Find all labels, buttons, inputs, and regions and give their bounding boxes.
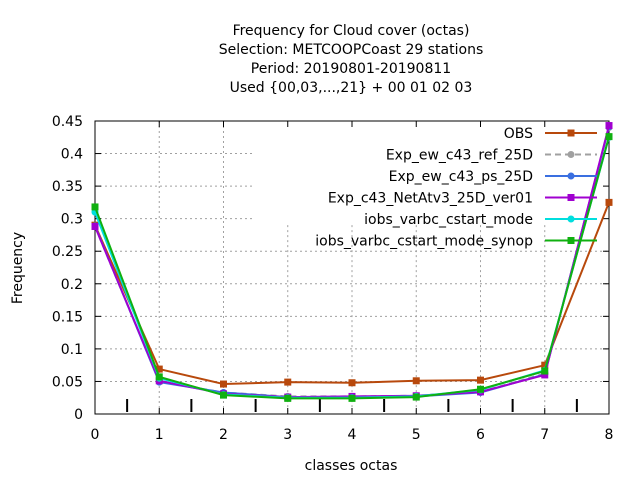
- data-point: [412, 393, 420, 401]
- data-point: [477, 385, 484, 393]
- legend-entry-label: Exp_c43_NetAtv3_25D_ver01: [328, 191, 533, 207]
- y-tick-label: 0.1: [61, 342, 83, 358]
- title-line-3: Used {00,03,...,21} + 00 01 02 03: [230, 80, 473, 96]
- data-point: [348, 379, 356, 387]
- y-tick-label: 0: [74, 407, 83, 423]
- y-tick-label: 0.15: [52, 309, 83, 325]
- series-0: [91, 198, 613, 388]
- x-axis-label: classes octas: [305, 458, 398, 474]
- legend: OBS Exp_ew_c43_ref_25D Exp_ew_c43_ps_25D Ex…: [315, 126, 597, 250]
- y-tick-label: 0.05: [52, 374, 83, 390]
- data-point: [567, 151, 575, 158]
- x-tick-label: 7: [540, 427, 549, 443]
- legend-entry-label: Exp_ew_c43_ps_25D: [389, 169, 533, 185]
- data-point: [477, 376, 484, 384]
- y-tick-label: 0.3: [61, 212, 83, 228]
- legend-entry-label: Exp_ew_c43_ref_25D: [386, 148, 533, 164]
- x-tick-label: 3: [283, 427, 292, 443]
- legend-entry-label: OBS: [504, 126, 533, 142]
- grid: [95, 121, 609, 414]
- data-point: [605, 122, 613, 130]
- y-tick-label: 0.25: [52, 244, 83, 260]
- chart-title: Frequency for Cloud cover (octas) Selecti…: [219, 23, 484, 96]
- data-point: [91, 222, 99, 230]
- data-point: [567, 129, 575, 137]
- data-point: [412, 377, 420, 385]
- data-point: [605, 198, 613, 206]
- title-line-1: Selection: METCOOPCoast 29 stations: [219, 42, 484, 58]
- data-point: [220, 391, 227, 399]
- data-point: [284, 394, 292, 402]
- series-5: [91, 133, 613, 402]
- y-tick-label: 0.2: [61, 277, 83, 293]
- data-point: [605, 133, 613, 141]
- data-point: [91, 203, 99, 211]
- data-point: [220, 380, 227, 388]
- legend-entry-label: iobs_varbc_cstart_mode_synop: [315, 234, 533, 250]
- title-line-2: Period: 20190801-20190811: [251, 61, 451, 77]
- x-tick-label: 2: [219, 427, 228, 443]
- x-tick-label: 1: [155, 427, 164, 443]
- data-point: [567, 215, 575, 223]
- x-tick-label: 5: [412, 427, 421, 443]
- data-point: [567, 172, 575, 180]
- x-tick-label: 0: [91, 427, 100, 443]
- y-tick-label: 0.35: [52, 179, 83, 195]
- data-point: [567, 194, 575, 201]
- data-point: [348, 394, 356, 402]
- legend-entry-label: iobs_varbc_cstart_mode: [364, 212, 533, 228]
- data-point: [567, 237, 575, 244]
- series: [91, 122, 613, 402]
- title-line-0: Frequency for Cloud cover (octas): [233, 23, 470, 39]
- y-tick-label: 0.4: [61, 147, 83, 163]
- x-tick-label: 8: [605, 427, 614, 443]
- plot-frame: [94, 120, 610, 415]
- x-tick-label: 4: [348, 427, 357, 443]
- x-tick-label: 6: [476, 427, 485, 443]
- data-point: [284, 378, 292, 386]
- y-axis-label: Frequency: [10, 232, 26, 304]
- axes: 0 0.05 0.1 0.15 0.2 0.25 0.3 0.35 0.4 0.45 0 1 2 3 4 5 6…: [52, 114, 614, 443]
- data-point: [155, 373, 163, 381]
- data-point: [541, 367, 549, 375]
- y-tick-label: 0.45: [52, 114, 83, 130]
